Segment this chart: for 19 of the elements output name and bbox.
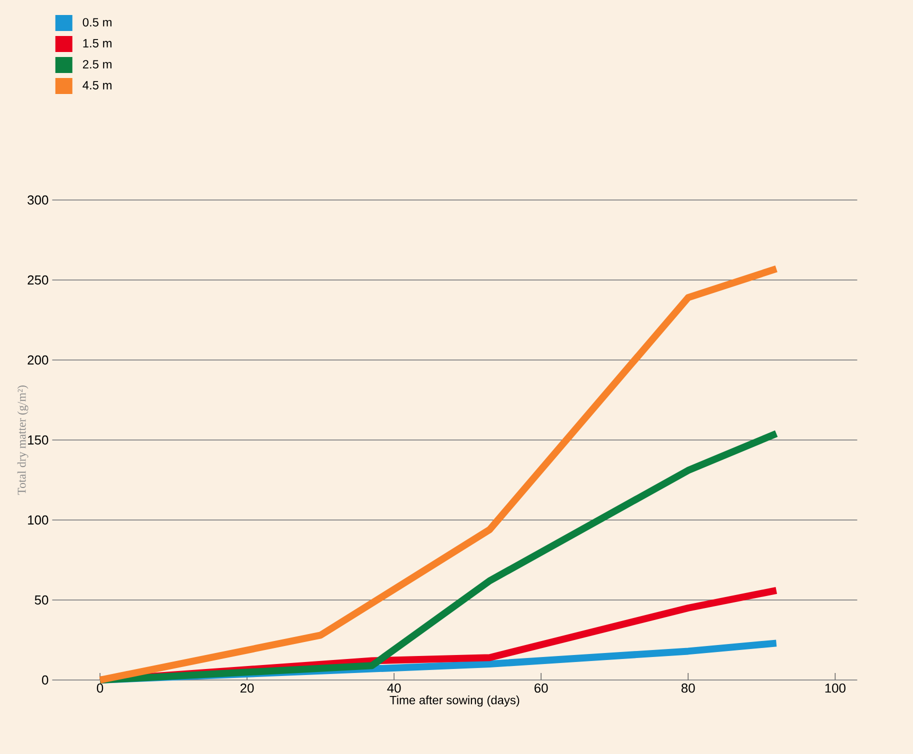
legend-label: 0.5 m: [82, 18, 112, 27]
y-tick-label: 50: [34, 595, 48, 605]
legend-label: 4.5 m: [82, 81, 112, 90]
x-tick-label: 80: [681, 684, 695, 693]
y-tick-label: 300: [28, 195, 48, 205]
x-tick-label: 60: [534, 684, 548, 693]
x-tick-label: 40: [387, 684, 401, 693]
legend-label: 2.5 m: [82, 60, 112, 69]
y-axis-title: Total dry matter (g/m²): [17, 386, 28, 495]
x-tick-label: 100: [825, 684, 846, 693]
y-tick-label: 100: [28, 515, 48, 525]
y-tick-label: 200: [28, 355, 48, 365]
y-tick-label: 250: [28, 275, 48, 285]
y-tick-label: 150: [28, 435, 48, 445]
x-tick-label: 0: [96, 684, 104, 693]
x-axis-title: Time after sowing (days): [390, 696, 520, 707]
y-tick-label: 0: [42, 675, 48, 685]
x-tick-label: 20: [240, 684, 254, 693]
legend-label: 1.5 m: [83, 39, 112, 48]
